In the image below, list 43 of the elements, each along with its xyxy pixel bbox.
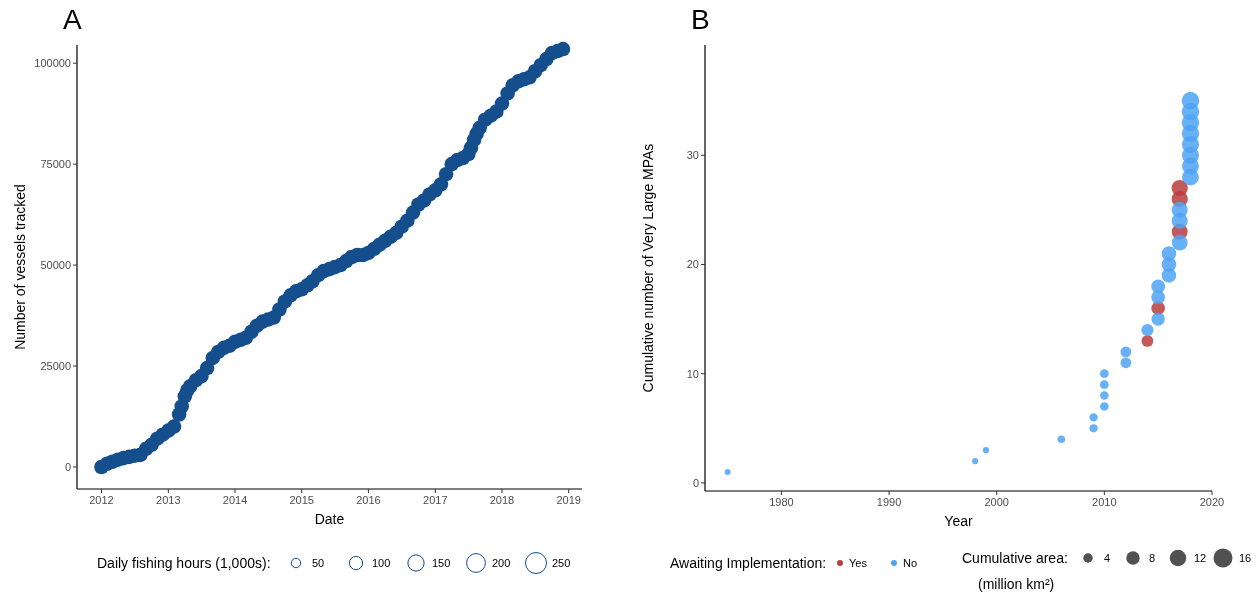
y-tick-label: 0 (692, 476, 699, 489)
y-tick-label: 30 (686, 149, 699, 162)
x-tick-label: 2016 (356, 494, 381, 506)
legend-label: No (903, 556, 918, 569)
x-tick-label: 2012 (89, 494, 114, 506)
legend-label: 50 (312, 556, 325, 569)
x-tick-label: 2010 (1092, 496, 1117, 508)
chart-title: B (691, 4, 710, 35)
x-tick-label: 2018 (489, 494, 515, 506)
x-tick-label: 2015 (289, 494, 314, 506)
x-tick-label: 2019 (556, 494, 581, 506)
legend-label: 4 (1104, 551, 1111, 564)
y-tick-label: 25000 (40, 359, 71, 372)
x-tick-label: 1990 (876, 496, 902, 508)
x-tick-label: 1980 (769, 496, 794, 508)
legend-label: 150 (432, 556, 451, 569)
y-axis-title: Number of vessels tracked (12, 184, 28, 350)
legend-label: 250 (552, 556, 571, 569)
legend-label: Yes (849, 556, 868, 569)
x-tick-label: 2014 (222, 494, 248, 506)
legend-title: Awaiting Implementation: (670, 554, 827, 571)
y-tick-label: 100000 (34, 57, 71, 70)
x-tick-label: 2017 (423, 494, 448, 506)
legend-label: 200 (492, 556, 511, 569)
legend-label: 100 (372, 556, 391, 569)
y-tick-label: 50000 (40, 258, 71, 271)
y-axis-title: Cumulative number of Very Large MPAs (640, 143, 656, 393)
x-tick-label: 2020 (1199, 496, 1225, 508)
y-tick-label: 0 (64, 460, 71, 473)
x-tick-label: 2000 (984, 496, 1009, 508)
chart-title: A (63, 4, 82, 35)
legend-label: 16 (1239, 551, 1252, 564)
x-axis-title: Date (314, 511, 345, 527)
y-tick-label: 75000 (40, 157, 71, 170)
legend-label: 8 (1149, 551, 1156, 564)
legend-label: 12 (1194, 551, 1207, 564)
x-axis-title: Year (944, 513, 973, 529)
text: (million km²) (978, 575, 1055, 592)
y-tick-label: 20 (686, 258, 699, 271)
y-tick-label: 10 (686, 367, 699, 380)
x-tick-label: 2013 (156, 494, 181, 506)
text: Cumulative area: (962, 549, 1068, 566)
legend-title: Daily fishing hours (1,000s): (97, 554, 271, 571)
